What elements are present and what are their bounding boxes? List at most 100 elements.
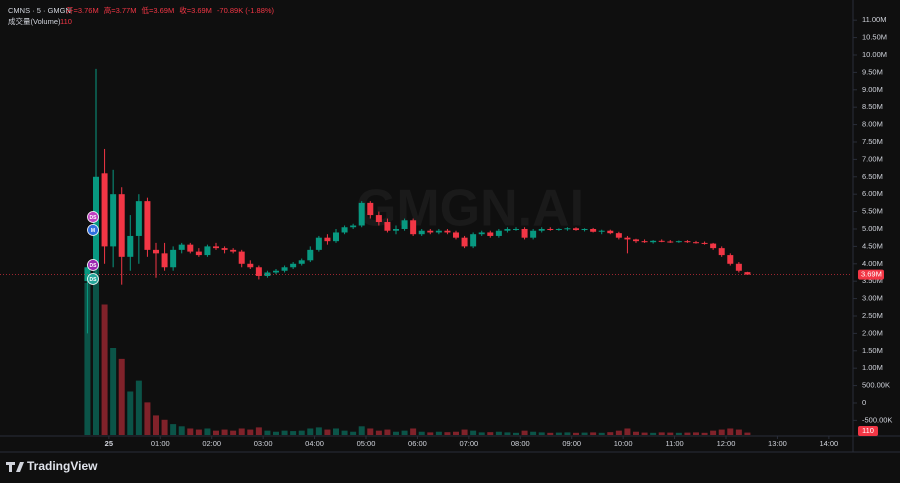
volume-bar [615, 430, 622, 435]
volume-bar [675, 432, 682, 435]
volume-bar [718, 429, 725, 435]
event-marker [87, 259, 99, 271]
candle-body [247, 263, 254, 268]
candle-body [427, 230, 434, 233]
candle-body [435, 230, 442, 233]
candle-body [727, 255, 734, 264]
volume-bar [710, 430, 717, 435]
y-tick-label: 2.50M [862, 311, 883, 320]
volume-last-label: 110 [862, 426, 874, 435]
volume-bar [418, 431, 425, 435]
y-tick-label: 10.50M [862, 33, 887, 42]
volume-bar [693, 432, 699, 435]
candle-body [290, 263, 297, 268]
candle-body [641, 241, 648, 243]
candle-body [298, 260, 305, 264]
last-price-label: 3.69M [861, 270, 882, 279]
event-marker-label: DS [90, 263, 98, 269]
volume-bar [667, 432, 674, 435]
x-tick-label: 04:00 [305, 439, 324, 448]
volume-bar [127, 391, 134, 435]
candle-body [410, 220, 417, 235]
candle-body [195, 251, 202, 256]
last-price-box [858, 269, 884, 280]
candle-body [230, 249, 237, 252]
ohlc-legend: 低=3.69M [141, 5, 174, 15]
candle-body [650, 240, 657, 243]
volume-bar [470, 430, 477, 435]
candle-body [367, 202, 374, 216]
y-tick-label: 4.00M [862, 259, 883, 268]
event-marker-label: M [91, 228, 95, 234]
x-tick-label: 02:00 [202, 439, 221, 448]
y-tick-label: -500.00K [862, 415, 892, 424]
candle-body [555, 228, 562, 230]
event-marker-label: DS [90, 277, 98, 283]
volume-bar [590, 432, 597, 435]
y-tick-label: 6.00M [862, 189, 883, 198]
volume-bar [624, 428, 631, 435]
volume-bar [230, 430, 237, 435]
volume-bar [367, 428, 374, 435]
candle-body [735, 263, 742, 271]
volume-bar [358, 426, 365, 435]
x-tick-label: 03:00 [254, 439, 273, 448]
y-tick-label: 9.00M [862, 85, 883, 94]
candle-body [375, 215, 382, 223]
candle-body [693, 242, 699, 244]
volume-bar [290, 431, 297, 435]
volume-bar [564, 432, 571, 435]
volume-bar [187, 428, 194, 435]
symbol: CMNS · 5 · GMGN [8, 6, 71, 15]
candle-body [384, 222, 391, 231]
candle-body [333, 232, 339, 242]
candle-body [658, 240, 665, 242]
y-tick-label: 0 [862, 398, 866, 407]
candle-body [350, 225, 357, 228]
volume-bar [144, 402, 151, 435]
y-tick-label: 8.50M [862, 102, 883, 111]
candle-body [590, 228, 597, 232]
volume-bar [453, 431, 459, 435]
x-tick-label: 01:00 [151, 439, 170, 448]
candle-body [504, 228, 511, 231]
volume-bar [255, 427, 262, 435]
volume-bar [298, 430, 305, 435]
candle-body [701, 242, 708, 244]
volume-bar [461, 429, 468, 435]
volume-bar [478, 432, 485, 435]
volume-bar [598, 432, 605, 435]
brand-logo [6, 462, 24, 472]
candle-body [170, 249, 177, 268]
candle-body [675, 241, 682, 243]
candle-body [315, 237, 322, 250]
candle-body [153, 249, 159, 254]
volume-bar [547, 432, 554, 435]
candle-body [744, 272, 751, 275]
volume-bar [487, 432, 494, 435]
candle-body [461, 237, 468, 247]
y-tick-label: 7.50M [862, 137, 883, 146]
candle-body [264, 272, 271, 276]
candle-body [281, 267, 288, 271]
volume-bar [247, 429, 254, 435]
x-tick-label: 13:00 [768, 439, 787, 448]
candle-body [598, 230, 605, 232]
volume-bar [161, 419, 168, 435]
candle-body [633, 239, 639, 242]
candle-body [684, 241, 691, 243]
y-tick-label: 2.00M [862, 328, 883, 337]
volume-bar [93, 221, 99, 435]
volume-bar [530, 431, 537, 435]
volume-bar [178, 426, 185, 435]
candle-body [101, 173, 108, 247]
volume-bar [324, 429, 331, 435]
event-marker [87, 211, 99, 223]
volume-bar [204, 428, 211, 435]
candle-body [273, 270, 279, 273]
candle-body [161, 253, 168, 268]
ohlc-legend: -70.89K (-1.88%) [217, 6, 275, 15]
candle-body [718, 248, 725, 256]
candle-body [478, 232, 485, 235]
